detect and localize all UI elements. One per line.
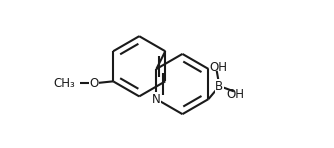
Text: N: N (152, 93, 161, 106)
Text: B: B (215, 80, 223, 92)
Text: CH₃: CH₃ (53, 77, 75, 90)
Text: OH: OH (226, 88, 244, 101)
Text: OH: OH (209, 61, 227, 74)
Text: O: O (90, 77, 99, 90)
